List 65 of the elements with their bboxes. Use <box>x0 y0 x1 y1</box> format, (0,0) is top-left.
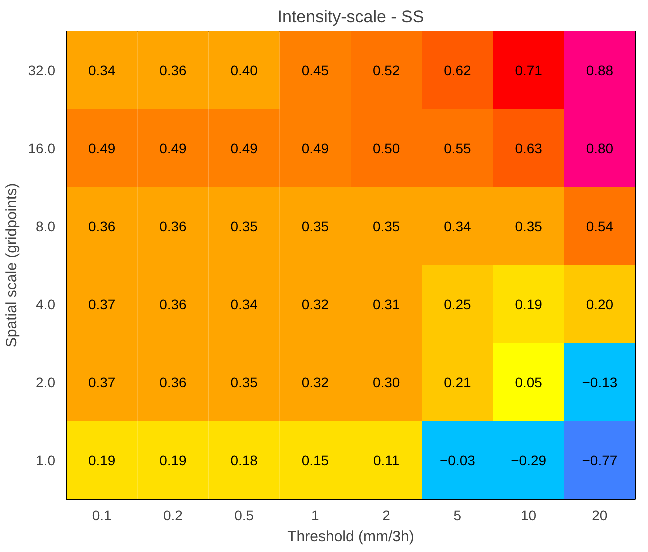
data-label: 0.25 <box>444 296 472 312</box>
data-label: 0.19 <box>160 452 188 468</box>
data-label: 0.36 <box>160 218 188 234</box>
data-label: 0.35 <box>230 374 258 390</box>
data-label: 0.80 <box>586 140 614 156</box>
data-label: 0.88 <box>586 62 614 78</box>
x-tick-label: 0.5 <box>234 508 254 524</box>
x-axis-title: Threshold (mm/3h) <box>288 528 414 546</box>
data-label: 0.63 <box>515 140 543 156</box>
data-label: 0.49 <box>302 140 330 156</box>
data-label: 0.05 <box>515 374 543 390</box>
data-label: 0.36 <box>160 62 188 78</box>
y-tick-label: 1.0 <box>36 452 56 468</box>
data-label: 0.34 <box>88 62 116 78</box>
data-label: 0.49 <box>88 140 116 156</box>
data-label: 0.36 <box>160 296 188 312</box>
data-label: −0.03 <box>440 452 476 468</box>
data-label: 0.35 <box>515 218 543 234</box>
y-axis-title: Spatial scale (gridpoints) <box>3 183 20 348</box>
x-tick-label: 2 <box>382 508 391 524</box>
data-label: 0.11 <box>373 452 400 468</box>
chart-title: Intensity-scale - SS <box>278 8 424 26</box>
data-label: 0.50 <box>372 140 400 156</box>
data-label: 0.62 <box>444 62 472 78</box>
data-label: 0.34 <box>230 296 258 312</box>
data-label: 0.35 <box>372 218 400 234</box>
data-label: 0.37 <box>88 374 116 390</box>
data-label: 0.21 <box>444 374 472 390</box>
data-label: 0.20 <box>586 296 614 312</box>
data-label: 0.71 <box>515 62 543 78</box>
x-tick-label: 10 <box>521 508 537 524</box>
y-tick-label: 16.0 <box>28 140 56 156</box>
data-label: −0.13 <box>582 374 618 390</box>
data-label: 0.40 <box>230 62 258 78</box>
data-label: 0.34 <box>444 218 472 234</box>
data-label: 0.15 <box>302 452 330 468</box>
data-label: 0.35 <box>230 218 258 234</box>
data-label: −0.29 <box>511 452 547 468</box>
x-tick-label: 20 <box>592 508 608 524</box>
data-label: 0.45 <box>302 62 330 78</box>
data-label: 0.55 <box>444 140 472 156</box>
y-tick-label: 8.0 <box>36 218 56 234</box>
data-label: 0.31 <box>372 296 400 312</box>
data-label: 0.36 <box>160 374 188 390</box>
x-tick-label: 0.1 <box>92 508 112 524</box>
data-label: 0.19 <box>515 296 543 312</box>
data-label: 0.30 <box>372 374 400 390</box>
x-tick-label: 5 <box>454 508 462 524</box>
data-label: 0.49 <box>230 140 258 156</box>
x-tick-label: 0.2 <box>163 508 184 524</box>
data-label: 0.32 <box>302 374 330 390</box>
data-label: 0.37 <box>88 296 116 312</box>
data-label: 0.49 <box>160 140 188 156</box>
data-label: 0.32 <box>302 296 330 312</box>
data-label: 0.36 <box>88 218 116 234</box>
data-label: −0.77 <box>582 452 618 468</box>
data-label: 0.54 <box>586 218 614 234</box>
y-tick-label: 4.0 <box>36 296 56 312</box>
data-label: 0.52 <box>372 62 400 78</box>
x-tick-label: 1 <box>312 508 320 524</box>
y-tick-label: 32.0 <box>28 62 56 78</box>
data-label: 0.18 <box>230 452 258 468</box>
y-tick-label: 2.0 <box>36 374 56 390</box>
data-label: 0.19 <box>88 452 116 468</box>
data-label: 0.35 <box>302 218 330 234</box>
